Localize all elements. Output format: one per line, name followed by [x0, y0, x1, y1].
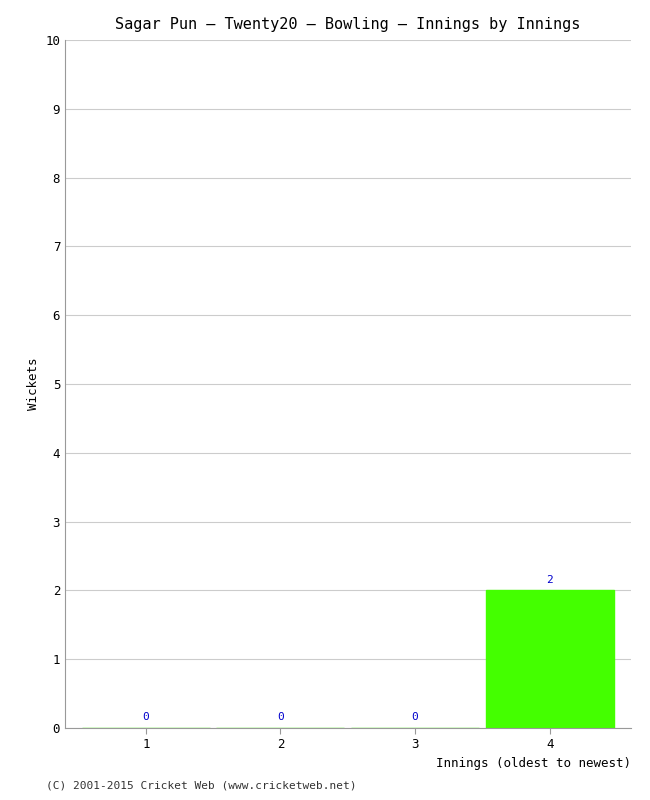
X-axis label: Innings (oldest to newest): Innings (oldest to newest): [436, 757, 630, 770]
Bar: [486, 590, 614, 728]
Title: Sagar Pun – Twenty20 – Bowling – Innings by Innings: Sagar Pun – Twenty20 – Bowling – Innings…: [115, 17, 580, 32]
Y-axis label: Wickets: Wickets: [27, 358, 40, 410]
Text: 0: 0: [411, 713, 419, 722]
Text: (C) 2001-2015 Cricket Web (www.cricketweb.net): (C) 2001-2015 Cricket Web (www.cricketwe…: [46, 780, 356, 790]
Text: 0: 0: [277, 713, 284, 722]
Text: 2: 2: [547, 575, 553, 585]
Text: 0: 0: [142, 713, 149, 722]
